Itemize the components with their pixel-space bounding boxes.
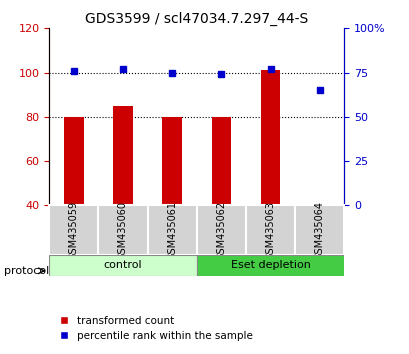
FancyBboxPatch shape [49,255,196,276]
FancyBboxPatch shape [196,205,245,255]
FancyBboxPatch shape [147,205,196,255]
Text: GSM435061: GSM435061 [167,201,177,259]
Text: GSM435063: GSM435063 [265,201,275,259]
Text: GSM435060: GSM435060 [118,201,128,259]
Bar [162,117,182,205]
Text: Eset depletion: Eset depletion [230,261,310,270]
FancyBboxPatch shape [196,255,344,276]
Text: control: control [103,261,142,270]
Title: GDS3599 / scl47034.7.297_44-S: GDS3599 / scl47034.7.297_44-S [85,12,308,26]
Legend: transformed count, percentile rank within the sample: transformed count, percentile rank withi… [54,312,257,345]
FancyBboxPatch shape [245,205,294,255]
FancyBboxPatch shape [98,205,147,255]
Bar [64,117,83,205]
Text: protocol: protocol [4,266,49,276]
Text: GSM435059: GSM435059 [69,200,79,260]
Text: GSM435062: GSM435062 [216,200,226,260]
Bar [260,70,280,205]
Bar [211,117,231,205]
Text: GSM435064: GSM435064 [314,201,324,259]
Bar [113,106,133,205]
FancyBboxPatch shape [49,205,98,255]
FancyBboxPatch shape [294,205,344,255]
